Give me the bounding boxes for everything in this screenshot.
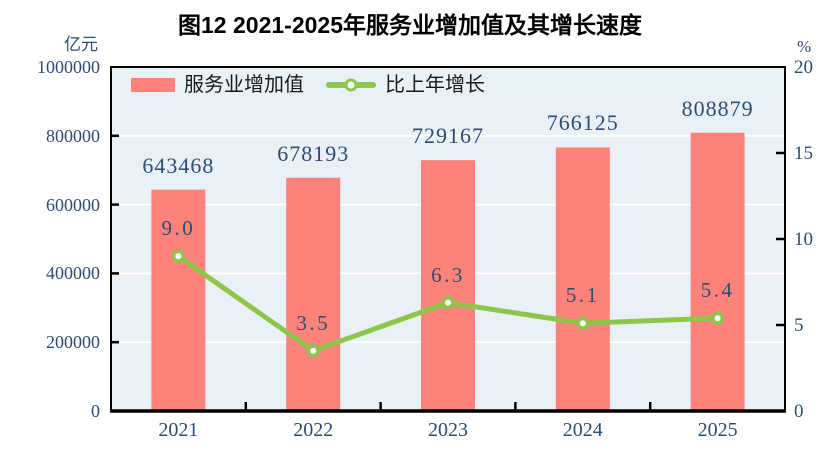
left-axis-tick-label: 600000 [46, 194, 100, 215]
growth-value-label: 6.3 [431, 262, 465, 287]
left-axis-tick-label: 0 [91, 401, 100, 421]
x-axis-tick-label: 2025 [697, 419, 738, 441]
bar-value-label: 766125 [546, 110, 619, 136]
growth-value-label: 3.5 [296, 310, 331, 335]
growth-marker-2023 [441, 296, 455, 310]
x-axis-tick-label: 2023 [428, 419, 468, 441]
growth-value-label: 5.4 [700, 278, 735, 303]
right-axis-unit: % [797, 37, 812, 56]
growth-value-label: 9.0 [161, 216, 196, 241]
left-axis-tick-label: 1000000 [37, 57, 100, 77]
line-marker-icon [344, 78, 358, 92]
bar-2024 [555, 147, 610, 411]
bar-value-label: 643468 [142, 152, 215, 178]
right-axis-tick-label: 15 [794, 143, 813, 164]
growth-value-label: 5.1 [565, 283, 600, 308]
left-axis-tick-label: 400000 [46, 263, 100, 284]
bar-series-swatch-icon [131, 78, 175, 92]
right-axis-tick-label: 20 [794, 57, 813, 78]
bar-2023 [421, 160, 475, 411]
left-axis-tick-label: 800000 [46, 125, 100, 146]
left-axis-tick-label: 200000 [46, 332, 100, 353]
bar-value-label: 729167 [412, 123, 484, 149]
legend-item-line-series: 比上年增长 [326, 75, 485, 95]
bar-2022 [286, 177, 341, 411]
bar-2025 [690, 132, 745, 412]
growth-marker-2022 [306, 344, 320, 358]
legend-label-bar-series: 服务业增加值 [184, 74, 304, 96]
bar-2021 [151, 189, 206, 411]
x-axis-tick-label: 2024 [562, 419, 603, 441]
legend: 服务业增加值 比上年增长 [131, 75, 485, 95]
line-series-swatch-icon [326, 78, 376, 92]
legend-item-bar-series: 服务业增加值 [131, 75, 304, 95]
bar-value-label: 808879 [681, 95, 754, 121]
growth-marker-2025 [711, 311, 725, 325]
growth-marker-2024 [576, 316, 590, 330]
x-axis-tick-label: 2022 [293, 419, 334, 441]
bar-value-label: 678193 [277, 140, 350, 166]
right-axis-tick-label: 5 [794, 315, 804, 336]
legend-label-line-series: 比上年增长 [385, 74, 485, 96]
growth-marker-2021 [171, 249, 185, 263]
right-axis-tick-label: 10 [794, 229, 813, 250]
x-axis-tick-label: 2021 [158, 419, 199, 441]
right-axis-tick-label: 0 [794, 401, 804, 422]
left-axis-unit: 亿元 [64, 35, 98, 54]
chart-title: 图12 2021-2025年服务业增加值及其增长速度 [178, 12, 642, 38]
